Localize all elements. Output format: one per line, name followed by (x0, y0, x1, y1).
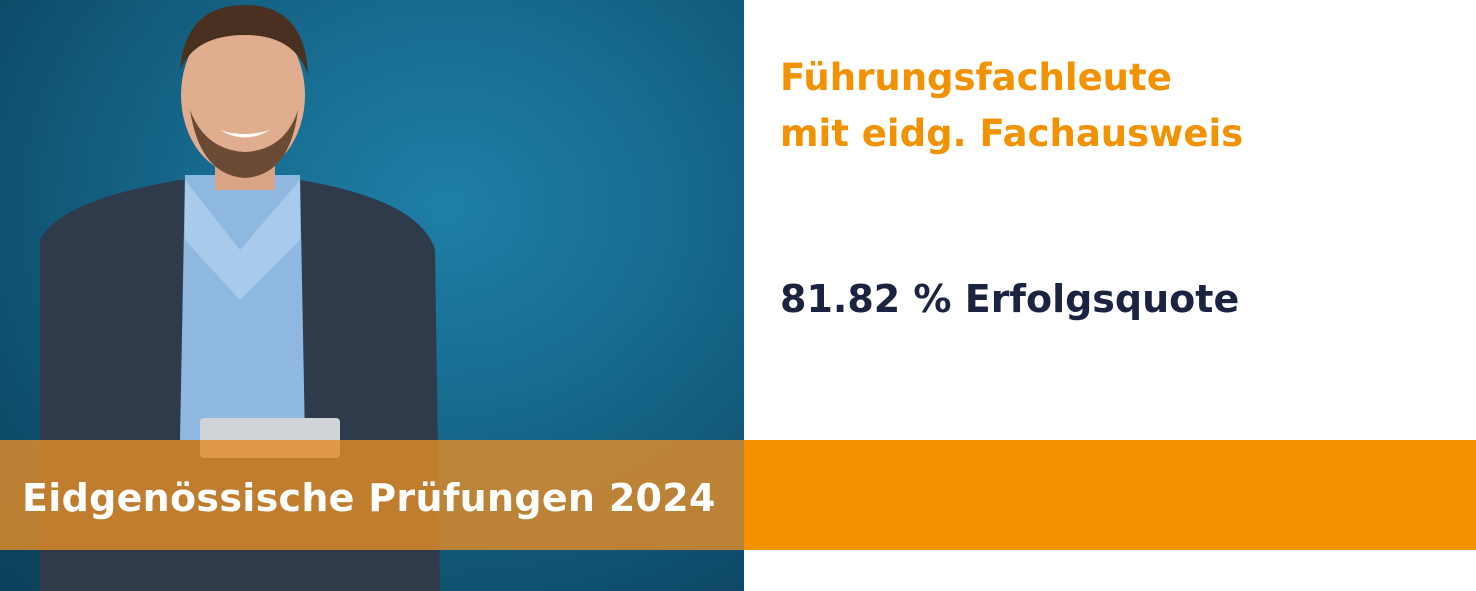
banner-band-overlay (0, 440, 744, 550)
heading-line-2: mit eidg. Fachausweis (780, 112, 1244, 155)
heading-line-1: Führungsfachleute (780, 56, 1172, 99)
page-heading: Führungsfachleute mit eidg. Fachausweis (780, 50, 1243, 162)
success-rate: 81.82 % Erfolgsquote (780, 277, 1240, 321)
banner-title: Eidgenössische Prüfungen 2024 (22, 476, 716, 520)
banner-band (744, 440, 1476, 550)
